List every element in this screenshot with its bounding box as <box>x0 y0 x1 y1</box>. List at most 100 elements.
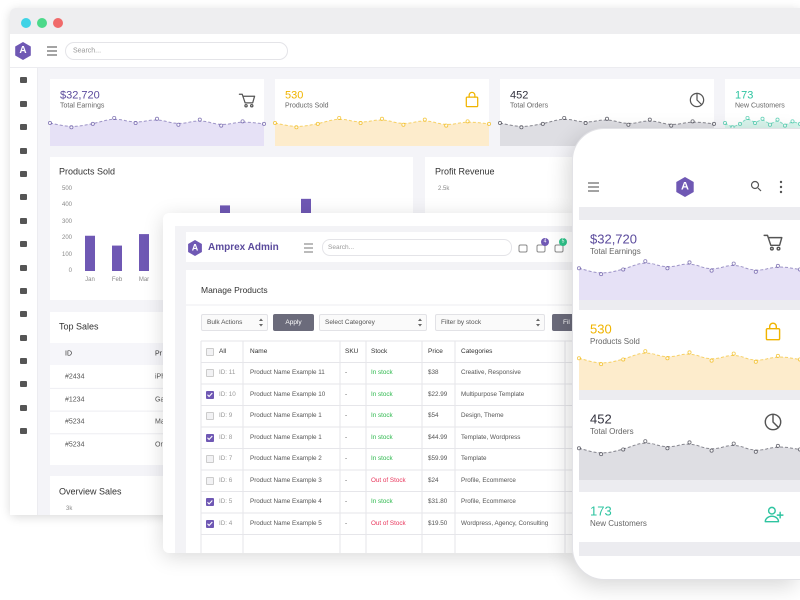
apply-label: Apply <box>285 318 302 326</box>
sidebar-icon <box>20 358 27 364</box>
wave-dot <box>176 122 181 127</box>
column-header: All <box>219 347 227 355</box>
sidebar-icon <box>20 124 27 130</box>
logo-letter: A <box>19 45 27 56</box>
logo-letter: A <box>191 242 199 253</box>
sidebar-icon <box>20 101 27 107</box>
wave-dot <box>540 121 545 126</box>
wave-dot <box>626 122 631 127</box>
wave-dot <box>709 358 714 363</box>
table-cell-id: ID: 11 <box>219 369 236 377</box>
wave-dot <box>577 356 582 361</box>
stat-label: New Customers <box>735 102 785 110</box>
wave-dot <box>422 117 427 122</box>
users-icon-part <box>767 506 776 515</box>
table-cell-id: ID: 4 <box>219 519 233 527</box>
column-header: SKU <box>345 347 359 355</box>
table-cell-stock: In stock <box>371 390 393 398</box>
filter-button[interactable] <box>552 314 575 331</box>
wave-dot <box>154 116 159 121</box>
sidebar-icon <box>20 405 27 411</box>
table-cell-name: Product Name Example 2 <box>250 455 322 463</box>
select-all-checkbox[interactable] <box>206 347 214 356</box>
wave-dot <box>665 446 670 451</box>
notification-badge <box>559 238 567 246</box>
cart-icon-part <box>244 103 248 108</box>
wave-line <box>578 352 800 364</box>
table-cell-categories: Creative, Responsive <box>461 369 521 377</box>
window-control <box>21 18 31 28</box>
y-tick-label: 100 <box>61 251 72 258</box>
table-cell-name: Product Name Example 4 <box>250 498 322 506</box>
search-icon <box>750 180 760 190</box>
wave-dot <box>444 123 449 128</box>
panel-title: Overview Sales <box>59 486 122 497</box>
bar <box>85 235 95 271</box>
table-cell-categories: Multipurpose Template <box>461 390 525 398</box>
row-checkbox[interactable] <box>206 369 214 378</box>
stat-value: $32,720 <box>60 89 100 102</box>
sidebar-icon <box>20 288 27 294</box>
table-cell-sku: - <box>345 412 348 420</box>
wave-dot <box>775 117 780 122</box>
x-tick-label: Feb <box>111 277 123 283</box>
table-cell-id: ID: 8 <box>219 433 233 441</box>
users-icon-part <box>764 511 784 523</box>
stat-label: Total Earnings <box>60 102 105 110</box>
wave-dot <box>497 121 502 126</box>
bag-icon-part <box>468 91 476 98</box>
wave-dot <box>665 356 670 361</box>
sidebar-icon <box>20 265 27 271</box>
table-cell-name: Product Name Example 5 <box>250 519 322 527</box>
app-title: Amprex Admin <box>208 242 279 253</box>
wave-dot <box>731 351 736 356</box>
search-box[interactable] <box>322 239 512 256</box>
panel-heading: Manage Products <box>201 284 268 295</box>
search-placeholder: Search... <box>328 243 355 251</box>
cart-icon-part <box>769 246 774 251</box>
table-cell-name: Product Name Example 11 <box>250 369 325 377</box>
row-checkbox[interactable] <box>206 476 214 485</box>
table-cell-id: ID: 5 <box>219 498 233 506</box>
wave-dot <box>605 116 610 121</box>
x-tick-label: Jan <box>85 277 95 283</box>
y-tick-label: 400 <box>61 202 72 209</box>
dropdown[interactable] <box>435 314 545 331</box>
wave-dot <box>753 449 758 454</box>
pie-icon <box>764 413 782 431</box>
sidebar-icon <box>20 218 27 224</box>
logo-badge <box>15 42 31 60</box>
table-cell: Ma <box>155 418 165 426</box>
row-checkbox[interactable] <box>206 412 214 421</box>
dropdown[interactable] <box>201 314 268 331</box>
wave-dot <box>197 117 202 122</box>
table-cell-name: Product Name Example 1 <box>250 412 322 420</box>
badge-count: 5 <box>561 238 565 245</box>
table-cell-id: ID: 7 <box>219 455 233 463</box>
table-cell-sku: - <box>345 369 348 377</box>
wave-area <box>50 119 264 146</box>
table-cell-categories: Template <box>461 455 487 463</box>
dropdown-label: Bulk Actions <box>207 318 243 326</box>
apply-button[interactable] <box>273 314 314 331</box>
search-box[interactable] <box>65 42 288 60</box>
stat-value: 452 <box>590 411 612 427</box>
notification-badge <box>541 238 549 246</box>
stat-value: 530 <box>590 321 612 337</box>
bar <box>112 245 122 271</box>
panel-title: Top Sales <box>59 321 99 332</box>
wave-dot <box>261 121 266 126</box>
wave-dot <box>690 119 695 124</box>
row-checkbox[interactable] <box>206 455 214 464</box>
panel-title: Products Sold <box>59 166 116 177</box>
dropdown[interactable] <box>319 314 427 331</box>
bag-icon <box>765 322 781 341</box>
wave-dot <box>48 121 53 126</box>
wave-dot <box>90 121 95 126</box>
table-cell-stock: In stock <box>371 433 393 441</box>
